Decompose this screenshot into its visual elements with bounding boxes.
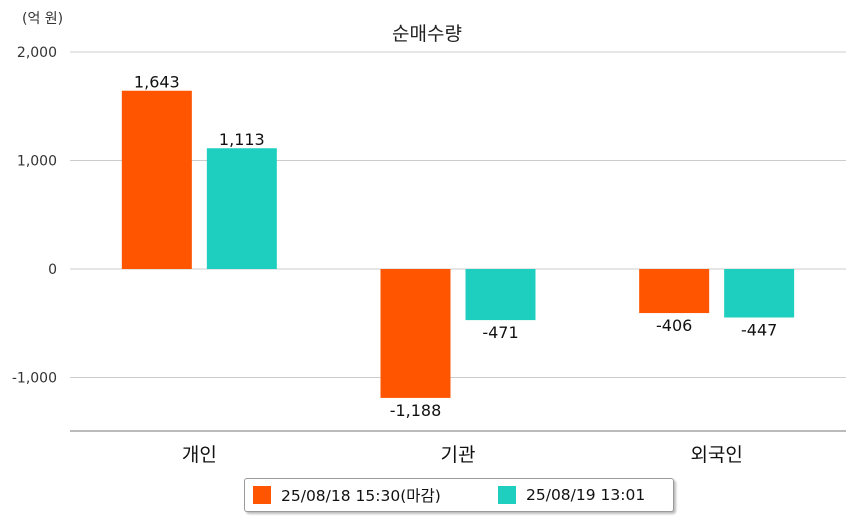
y-tick-label: 2,000: [17, 45, 57, 61]
x-tick-label: 개인: [182, 444, 217, 466]
legend-label-series-1: 25/08/18 15:30(마감): [281, 487, 441, 505]
y-tick-label: 0: [48, 262, 57, 278]
gridlines: [70, 51, 846, 378]
bar-2-2: [465, 269, 536, 321]
bar-2-1: [206, 148, 277, 269]
x-axis-ticks: 개인 기관 외국인: [182, 444, 743, 466]
bar-1-2: [380, 269, 451, 398]
chart-title: 순매수량: [392, 23, 462, 45]
y-axis-unit-label: (억 원): [22, 11, 64, 27]
y-axis-ticks: -1,000 0 1,000 2,000: [12, 45, 57, 387]
bar-1-3: [639, 269, 710, 314]
bar-2-3: [724, 269, 795, 318]
data-label: 1,643: [134, 73, 180, 92]
data-label: -471: [482, 323, 518, 342]
x-tick-label: 기관: [441, 444, 476, 466]
legend-swatch-series-2: [498, 486, 516, 504]
y-tick-label: 1,000: [17, 154, 57, 170]
legend-item-series-1[interactable]: 25/08/18 15:30(마감): [253, 479, 441, 511]
legend-swatch-series-1: [253, 486, 271, 504]
data-label: 1,113: [219, 130, 265, 149]
legend-item-series-2[interactable]: 25/08/19 13:01: [498, 479, 645, 511]
data-label: -447: [741, 320, 777, 339]
bar-1-1: [121, 90, 192, 269]
bars: [121, 90, 795, 398]
legend: 25/08/18 15:30(마감) 25/08/19 13:01: [244, 478, 674, 512]
x-tick-label: 외국인: [690, 444, 742, 466]
y-tick-label: -1,000: [12, 371, 57, 387]
data-label: -406: [656, 316, 692, 335]
data-labels: 1,643 1,113 -1,188 -471 -406 -447: [134, 73, 777, 420]
data-label: -1,188: [390, 401, 442, 420]
legend-label-series-2: 25/08/19 13:01: [526, 486, 646, 504]
